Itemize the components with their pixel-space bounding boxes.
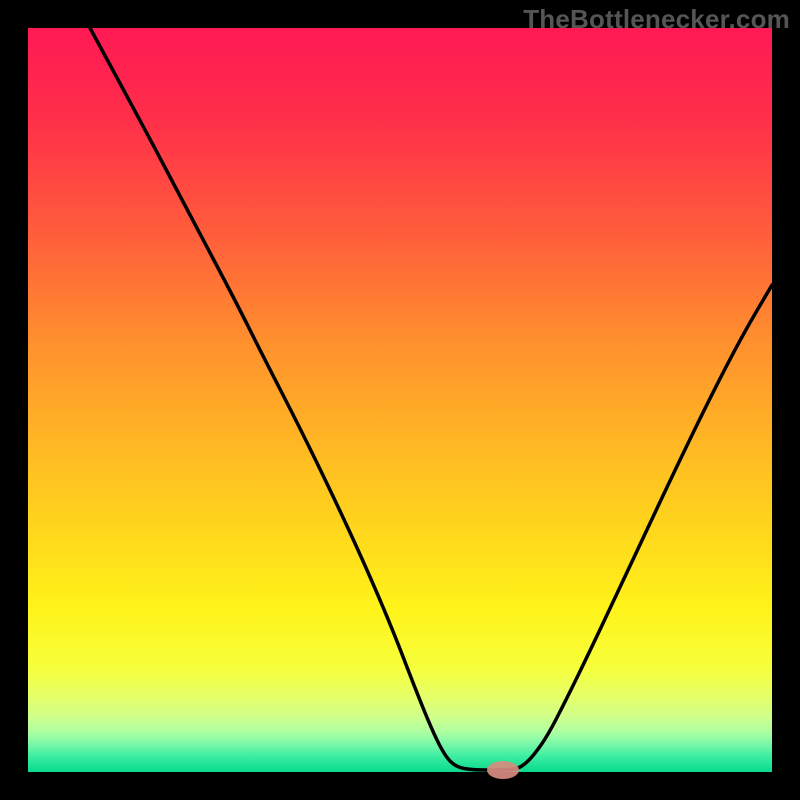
watermark-label: TheBottlenecker.com (523, 4, 790, 35)
heatmap-gradient (28, 28, 772, 772)
optimal-point-marker (487, 761, 519, 779)
chart-container: TheBottlenecker.com (0, 0, 800, 800)
bottleneck-heatmap-chart (0, 0, 800, 800)
